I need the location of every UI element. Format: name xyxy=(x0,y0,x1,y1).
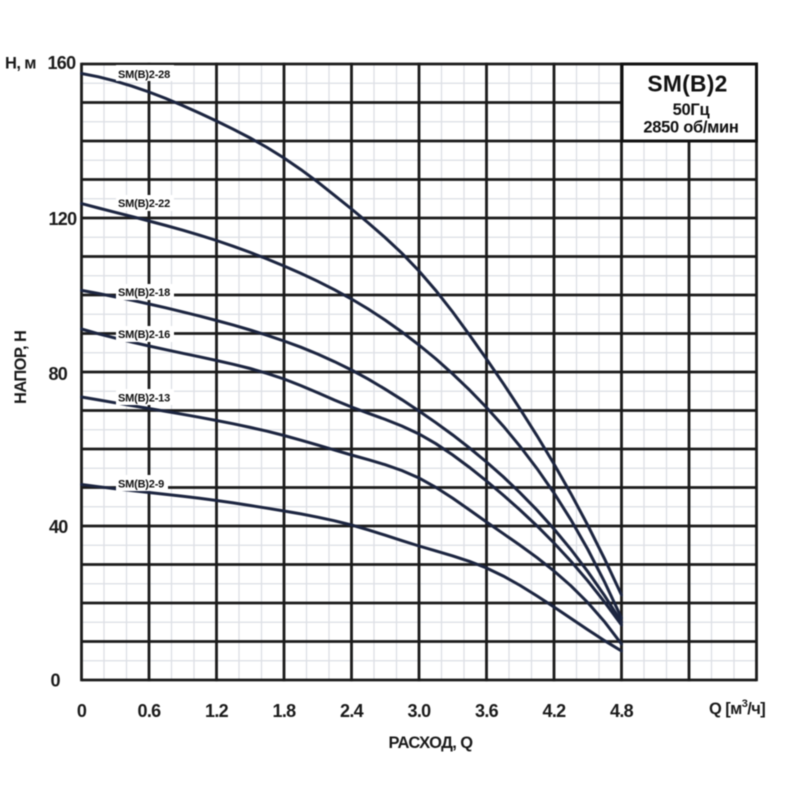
svg-text:РАСХОД, Q: РАСХОД, Q xyxy=(389,734,474,752)
svg-text:2.4: 2.4 xyxy=(340,701,364,721)
svg-text:0.6: 0.6 xyxy=(138,701,162,721)
svg-text:SM(B)2-13: SM(B)2-13 xyxy=(118,393,170,405)
svg-text:160: 160 xyxy=(48,53,77,73)
svg-text:4.2: 4.2 xyxy=(543,701,567,721)
svg-text:SM(B)2-9: SM(B)2-9 xyxy=(118,479,164,491)
svg-text:120: 120 xyxy=(49,209,78,229)
svg-text:SM(B)2-22: SM(B)2-22 xyxy=(118,198,170,210)
svg-text:40: 40 xyxy=(49,517,68,537)
svg-text:0: 0 xyxy=(51,671,61,691)
svg-text:80: 80 xyxy=(49,364,68,384)
svg-text:1.8: 1.8 xyxy=(273,701,297,721)
svg-text:1.2: 1.2 xyxy=(205,701,229,721)
svg-text:50Гц: 50Гц xyxy=(673,101,710,119)
svg-text:SM(B)2: SM(B)2 xyxy=(647,71,727,97)
svg-text:3.0: 3.0 xyxy=(408,701,432,721)
svg-text:SM(B)2-18: SM(B)2-18 xyxy=(118,287,170,299)
svg-text:0: 0 xyxy=(77,701,87,721)
svg-text:Н, м: Н, м xyxy=(5,54,36,72)
svg-text:SM(B)2-28: SM(B)2-28 xyxy=(118,69,170,81)
svg-text:НАПОР, Н: НАПОР, Н xyxy=(12,331,30,404)
svg-text:4.8: 4.8 xyxy=(610,701,634,721)
svg-text:3.6: 3.6 xyxy=(475,701,499,721)
svg-text:Q [м3/ч]: Q [м3/ч] xyxy=(709,698,765,718)
svg-text:2850 об/мин: 2850 об/мин xyxy=(643,119,738,137)
svg-text:SM(B)2-16: SM(B)2-16 xyxy=(118,329,170,341)
